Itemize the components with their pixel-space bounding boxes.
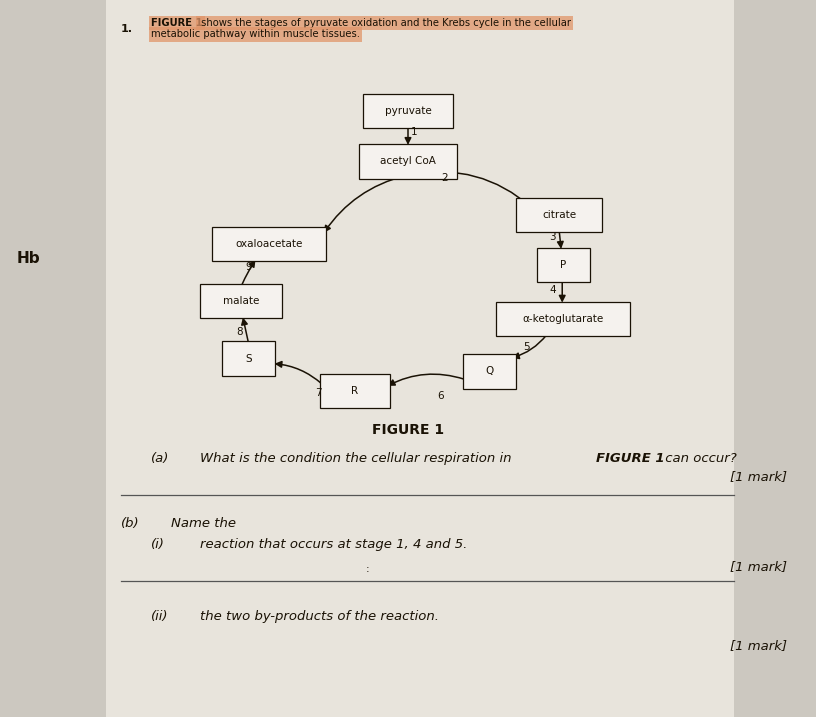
Text: (ii): (ii) (151, 610, 168, 623)
Text: [1 mark]: [1 mark] (730, 470, 787, 483)
Text: P: P (560, 260, 566, 270)
Text: Hb: Hb (16, 251, 40, 265)
Text: FIGURE 1: FIGURE 1 (151, 18, 202, 28)
Text: malate: malate (223, 296, 259, 306)
Text: acetyl CoA: acetyl CoA (380, 156, 436, 166)
Text: 1: 1 (411, 127, 418, 137)
FancyBboxPatch shape (222, 341, 275, 376)
Text: [1 mark]: [1 mark] (730, 560, 787, 573)
Text: (i): (i) (151, 538, 165, 551)
FancyBboxPatch shape (495, 302, 630, 336)
Text: R: R (352, 386, 358, 396)
FancyBboxPatch shape (516, 198, 602, 232)
Text: Name the: Name the (171, 517, 237, 530)
FancyBboxPatch shape (363, 94, 453, 128)
Text: can occur?: can occur? (661, 452, 737, 465)
Text: S: S (246, 353, 252, 364)
FancyBboxPatch shape (320, 374, 390, 408)
FancyBboxPatch shape (106, 0, 734, 717)
FancyBboxPatch shape (212, 227, 326, 261)
Text: 8: 8 (236, 327, 242, 337)
FancyBboxPatch shape (359, 144, 457, 179)
Text: What is the condition the cellular respiration in: What is the condition the cellular respi… (200, 452, 516, 465)
Text: 5: 5 (523, 342, 530, 352)
Text: the two by-products of the reaction.: the two by-products of the reaction. (200, 610, 439, 623)
Text: Q: Q (486, 366, 494, 376)
Text: 4: 4 (550, 285, 557, 295)
Text: α-ketoglutarate: α-ketoglutarate (522, 314, 604, 324)
Text: metabolic pathway within muscle tissues.: metabolic pathway within muscle tissues. (151, 29, 360, 39)
Text: 2: 2 (441, 173, 448, 183)
Text: [1 mark]: [1 mark] (730, 639, 787, 652)
Text: (b): (b) (121, 517, 140, 530)
Text: shows the stages of pyruvate oxidation and the Krebs cycle in the cellular: shows the stages of pyruvate oxidation a… (198, 18, 571, 28)
FancyBboxPatch shape (463, 354, 516, 389)
Text: FIGURE 1: FIGURE 1 (596, 452, 664, 465)
Text: FIGURE 1: FIGURE 1 (372, 423, 444, 437)
Text: :: : (366, 564, 369, 574)
Text: (a): (a) (151, 452, 170, 465)
Text: 9: 9 (246, 262, 252, 272)
FancyBboxPatch shape (200, 284, 282, 318)
FancyBboxPatch shape (537, 248, 589, 282)
Text: pyruvate: pyruvate (384, 106, 432, 116)
Text: 6: 6 (437, 391, 444, 401)
Text: 3: 3 (549, 232, 556, 242)
Text: citrate: citrate (542, 210, 576, 220)
Text: reaction that occurs at stage 1, 4 and 5.: reaction that occurs at stage 1, 4 and 5… (200, 538, 468, 551)
Text: oxaloacetate: oxaloacetate (236, 239, 303, 249)
Text: 7: 7 (315, 388, 322, 398)
Text: 1.: 1. (121, 24, 133, 34)
